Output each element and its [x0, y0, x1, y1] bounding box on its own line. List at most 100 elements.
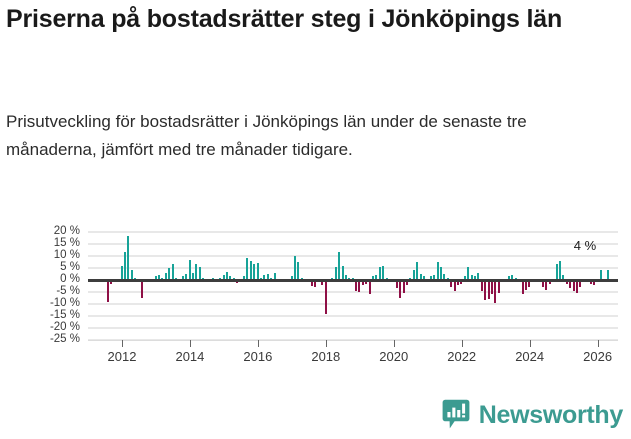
- bar: [164, 272, 167, 280]
- bar: [433, 275, 436, 280]
- y-axis-labels: 20 % 15 % 10 % 5 % 0 % -5 % -10 % -15 % -20 % -25…: [0, 225, 84, 345]
- gridline: [88, 303, 618, 305]
- bar: [256, 263, 259, 280]
- x-axis-tick-label: 2014: [175, 349, 205, 364]
- bar: [253, 264, 256, 280]
- bar: [555, 264, 558, 280]
- bar: [572, 280, 575, 291]
- newsworthy-logo[interactable]: Newsworthy: [442, 399, 623, 430]
- bar: [338, 252, 341, 280]
- bar-chart-speech-bubble-icon: [442, 399, 470, 430]
- bar: [124, 252, 127, 280]
- gridline: [88, 267, 618, 269]
- bar: [402, 280, 405, 294]
- bar: [246, 258, 249, 280]
- x-axis-tick-label: 2022: [447, 349, 477, 364]
- bar: [107, 280, 110, 302]
- y-axis-tick-label: 0 %: [60, 273, 80, 285]
- bar: [545, 280, 548, 290]
- bar: [290, 276, 293, 280]
- bar: [130, 270, 133, 280]
- bar: [378, 266, 381, 280]
- bar: [273, 272, 276, 280]
- bar: [467, 266, 470, 280]
- x-axis-tick: [257, 340, 259, 347]
- bar: [368, 280, 371, 295]
- bar: [188, 259, 191, 280]
- bar: [589, 280, 592, 284]
- bar: [450, 280, 453, 288]
- bar: [375, 275, 378, 280]
- bar: [141, 280, 144, 298]
- y-axis-tick-label: 5 %: [60, 261, 80, 273]
- x-axis-line: [88, 340, 618, 341]
- bar: [127, 235, 130, 280]
- x-axis-tick: [597, 340, 599, 347]
- bar: [436, 262, 439, 280]
- bar: [355, 280, 358, 291]
- bar: [490, 280, 493, 295]
- bar: [480, 280, 483, 291]
- bar: [423, 276, 426, 280]
- y-axis-tick-label: -10 %: [49, 297, 80, 309]
- bar: [263, 275, 266, 280]
- bar: [440, 266, 443, 280]
- gridline: [88, 243, 618, 245]
- bar: [569, 280, 572, 289]
- x-axis-tick-label: 2016: [243, 349, 273, 364]
- bar: [406, 280, 409, 285]
- bar: [579, 280, 582, 288]
- bar: [110, 280, 113, 284]
- zero-line: [88, 278, 618, 282]
- y-axis-tick-label: 20 %: [53, 225, 80, 237]
- gridline: [88, 231, 618, 233]
- bar: [120, 265, 123, 280]
- bar: [558, 260, 561, 280]
- x-axis-tick-label: 2024: [515, 349, 545, 364]
- y-axis-tick-label: -5 %: [56, 285, 80, 297]
- bar: [242, 276, 245, 280]
- bar: [453, 280, 456, 291]
- y-axis-tick-label: -25 %: [49, 333, 80, 345]
- y-axis-tick-label: -20 %: [49, 321, 80, 333]
- bar: [484, 280, 487, 301]
- bar: [297, 262, 300, 280]
- bar: [154, 276, 157, 280]
- bar: [521, 280, 524, 295]
- x-axis-tick-label: 2012: [107, 349, 137, 364]
- gridline: [88, 291, 618, 293]
- bar: [575, 280, 578, 294]
- bar: [344, 275, 347, 280]
- bar: [599, 270, 602, 280]
- bar: [487, 280, 490, 300]
- bar: [382, 265, 385, 280]
- x-axis-tick: [189, 340, 191, 347]
- bar: [192, 272, 195, 280]
- bar: [321, 280, 324, 286]
- page-subtitle: Prisutveckling för bostadsrätter i Jönkö…: [6, 112, 527, 159]
- bar: [474, 276, 476, 280]
- x-axis-tick-label: 2026: [583, 349, 613, 364]
- bar: [507, 276, 510, 280]
- gridline: [88, 255, 618, 257]
- bar: [463, 276, 466, 280]
- bar: [528, 280, 531, 288]
- bar: [477, 272, 480, 280]
- bar: [606, 270, 609, 280]
- x-axis-tick: [121, 340, 123, 347]
- x-axis-tick: [325, 340, 327, 347]
- bar: [358, 280, 361, 292]
- bar: [497, 280, 500, 294]
- y-axis-tick-label: -15 %: [49, 309, 80, 321]
- bar: [562, 275, 565, 280]
- bar: [341, 265, 344, 280]
- bar: [399, 280, 402, 298]
- bar: [565, 280, 568, 284]
- bar: [181, 276, 184, 280]
- plot-area: 4 %: [88, 231, 618, 341]
- bar: [266, 274, 269, 280]
- x-axis-tick: [461, 340, 463, 347]
- page-title: Priserna på bostadsrätter steg i Jönköpi…: [6, 5, 563, 33]
- x-axis-tick: [529, 340, 531, 347]
